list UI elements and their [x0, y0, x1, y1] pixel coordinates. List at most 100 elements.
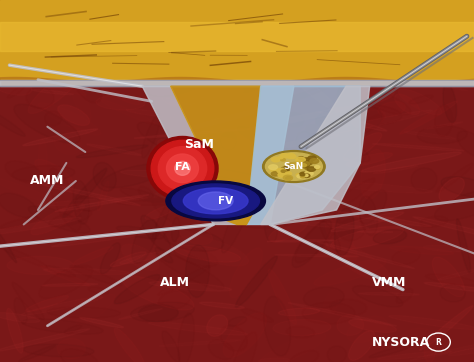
Ellipse shape	[145, 205, 176, 220]
Ellipse shape	[12, 165, 74, 181]
Ellipse shape	[396, 289, 413, 303]
Ellipse shape	[326, 240, 392, 284]
Polygon shape	[142, 86, 237, 224]
Ellipse shape	[281, 170, 286, 172]
Ellipse shape	[359, 196, 378, 235]
Ellipse shape	[51, 230, 163, 247]
Ellipse shape	[0, 312, 40, 323]
Ellipse shape	[151, 140, 214, 196]
Ellipse shape	[174, 245, 241, 262]
Ellipse shape	[26, 87, 54, 108]
Ellipse shape	[0, 329, 90, 352]
Ellipse shape	[308, 156, 316, 160]
Ellipse shape	[346, 153, 392, 167]
Ellipse shape	[275, 134, 340, 148]
Ellipse shape	[152, 202, 171, 241]
Ellipse shape	[156, 252, 224, 289]
Ellipse shape	[23, 129, 98, 146]
Ellipse shape	[220, 325, 247, 351]
Ellipse shape	[58, 105, 90, 126]
Polygon shape	[246, 86, 360, 224]
Text: SaM: SaM	[184, 138, 214, 151]
Ellipse shape	[327, 346, 346, 362]
Text: FA: FA	[175, 161, 190, 172]
Ellipse shape	[42, 283, 98, 286]
Ellipse shape	[0, 193, 37, 218]
Ellipse shape	[178, 168, 187, 195]
Ellipse shape	[258, 333, 326, 362]
Ellipse shape	[443, 84, 456, 123]
Ellipse shape	[101, 100, 155, 125]
Ellipse shape	[353, 286, 403, 307]
Ellipse shape	[409, 95, 433, 104]
Ellipse shape	[55, 195, 149, 212]
Ellipse shape	[183, 122, 214, 174]
Ellipse shape	[330, 299, 367, 316]
Ellipse shape	[241, 308, 273, 322]
Text: R: R	[436, 338, 441, 346]
Ellipse shape	[263, 151, 325, 182]
Ellipse shape	[331, 212, 404, 232]
Ellipse shape	[302, 158, 310, 162]
Ellipse shape	[166, 181, 265, 221]
Ellipse shape	[305, 161, 313, 165]
Ellipse shape	[28, 206, 90, 233]
Ellipse shape	[369, 346, 410, 358]
Ellipse shape	[266, 169, 300, 177]
Ellipse shape	[49, 210, 92, 227]
Ellipse shape	[280, 153, 289, 158]
Ellipse shape	[194, 177, 236, 189]
Ellipse shape	[186, 108, 268, 130]
Ellipse shape	[264, 296, 291, 356]
Ellipse shape	[373, 230, 407, 244]
Ellipse shape	[271, 172, 279, 176]
Ellipse shape	[373, 143, 465, 151]
Ellipse shape	[118, 308, 162, 320]
Ellipse shape	[41, 266, 90, 286]
Ellipse shape	[288, 303, 396, 326]
Ellipse shape	[299, 165, 306, 168]
Ellipse shape	[19, 345, 55, 362]
Ellipse shape	[435, 189, 474, 221]
Ellipse shape	[305, 164, 310, 167]
Ellipse shape	[114, 328, 145, 362]
Ellipse shape	[131, 302, 194, 322]
Ellipse shape	[426, 274, 474, 286]
Ellipse shape	[360, 190, 387, 224]
Ellipse shape	[152, 198, 207, 234]
Ellipse shape	[357, 231, 393, 233]
Ellipse shape	[301, 164, 306, 167]
Ellipse shape	[121, 244, 159, 270]
Ellipse shape	[49, 169, 81, 231]
Ellipse shape	[0, 217, 39, 228]
Ellipse shape	[101, 164, 165, 188]
Ellipse shape	[7, 308, 23, 353]
Ellipse shape	[395, 94, 419, 114]
Ellipse shape	[303, 287, 344, 308]
Ellipse shape	[180, 163, 199, 174]
Ellipse shape	[22, 319, 103, 334]
Ellipse shape	[109, 90, 140, 105]
Ellipse shape	[231, 332, 257, 362]
Ellipse shape	[177, 236, 248, 266]
Ellipse shape	[286, 327, 315, 338]
Ellipse shape	[162, 331, 180, 362]
Ellipse shape	[413, 217, 474, 242]
Ellipse shape	[305, 171, 313, 176]
Ellipse shape	[220, 132, 237, 150]
Ellipse shape	[314, 259, 386, 286]
Ellipse shape	[120, 188, 163, 203]
Ellipse shape	[229, 213, 294, 228]
Ellipse shape	[456, 219, 471, 273]
Ellipse shape	[313, 159, 317, 161]
Text: FV: FV	[218, 196, 233, 206]
Ellipse shape	[0, 106, 25, 136]
Ellipse shape	[0, 215, 17, 263]
Ellipse shape	[337, 315, 364, 335]
Ellipse shape	[316, 167, 320, 169]
Ellipse shape	[266, 190, 311, 206]
Ellipse shape	[186, 245, 210, 298]
Ellipse shape	[267, 240, 334, 242]
Ellipse shape	[419, 306, 473, 350]
Polygon shape	[246, 86, 294, 224]
